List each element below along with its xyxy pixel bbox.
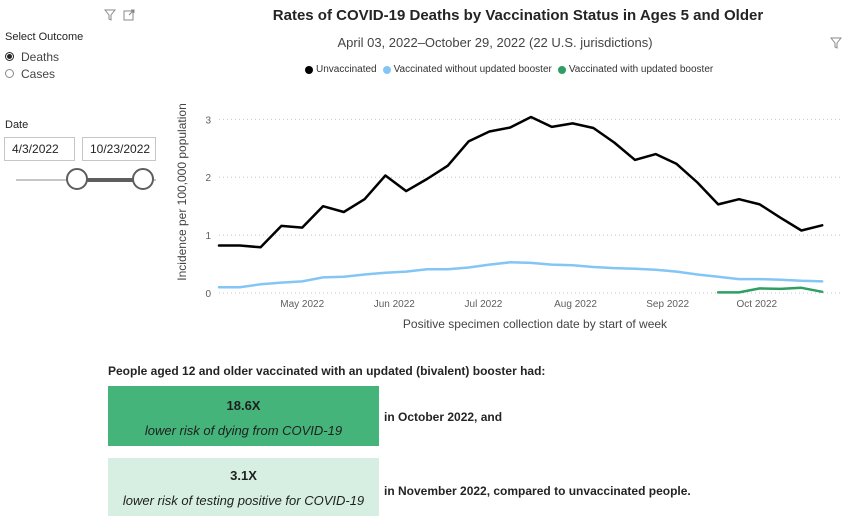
legend-item-vaccinated-booster[interactable]: Vaccinated with updated booster <box>557 64 714 75</box>
filter-icon[interactable] <box>830 37 842 49</box>
legend-label: Vaccinated without updated booster <box>393 64 552 75</box>
risk-card-caption: in October 2022, and <box>384 410 503 424</box>
y-tick-label: 1 <box>205 231 211 242</box>
risk-card-value: 18.6X <box>226 398 261 413</box>
chart-title: Rates of COVID-19 Deaths by Vaccination … <box>272 7 764 24</box>
y-axis-title: Incidence per 100,000 population <box>175 103 189 280</box>
y-tick-label: 2 <box>205 173 211 184</box>
x-tick-label: Oct 2022 <box>737 299 778 310</box>
gridlines <box>219 118 840 294</box>
risk-card-value: 3.1X <box>230 468 257 483</box>
x-tick-label: Jun 2022 <box>374 299 416 310</box>
date-start-input[interactable]: 4/3/2022 <box>4 137 75 161</box>
slider-start-handle[interactable] <box>66 168 88 190</box>
x-tick-label: Jul 2022 <box>465 299 503 310</box>
focus-mode-icon[interactable] <box>123 9 135 21</box>
date-range-slider[interactable] <box>16 166 158 196</box>
legend-label: Unvaccinated <box>316 64 377 75</box>
risk-card-caption: in November 2022, compared to unvaccinat… <box>384 484 691 498</box>
outcome-option-label: Deaths <box>21 49 60 64</box>
x-axis-title: Positive specimen collection date by sta… <box>403 317 668 331</box>
series-line-vaccinated-with-updated-booster[interactable] <box>716 286 824 294</box>
date-filter-label: Date <box>5 119 29 131</box>
outcome-radio-group: Deaths Cases <box>5 48 59 82</box>
chart-subtitle: April 03, 2022–October 29, 2022 (22 U.S.… <box>337 35 653 50</box>
risk-card-deaths: 18.6X lower risk of dying from COVID-19 <box>108 386 379 446</box>
legend-item-vaccinated-no-booster[interactable]: Vaccinated without updated booster <box>382 64 552 75</box>
legend-marker <box>382 65 391 74</box>
legend-item-unvaccinated[interactable]: Unvaccinated <box>305 64 377 75</box>
outcome-filter-label: Select Outcome <box>5 31 84 43</box>
radio-button[interactable] <box>5 69 14 78</box>
outcome-option-deaths[interactable]: Deaths <box>5 48 59 65</box>
series-line-unvaccinated[interactable] <box>217 115 824 249</box>
slider-range-fill <box>78 178 144 182</box>
outcome-option-cases[interactable]: Cases <box>5 65 59 82</box>
y-tick-label: 0 <box>205 289 211 300</box>
y-tick-label: 3 <box>205 115 211 126</box>
x-tick-label: Sep 2022 <box>646 299 689 310</box>
chart-legend: Unvaccinated Vaccinated without updated … <box>305 64 719 75</box>
legend-label: Vaccinated with updated booster <box>568 64 714 75</box>
line-chart: 0 1 2 3 May 2022 Jun 2022 Jul 2022 Aug 2022 Sep… <box>175 103 840 331</box>
slicer-header-icons <box>104 9 138 23</box>
series-lines <box>217 115 824 294</box>
x-tick-label: May 2022 <box>280 299 324 310</box>
outcome-option-label: Cases <box>21 66 56 81</box>
x-tick-label: Aug 2022 <box>554 299 597 310</box>
slider-end-handle[interactable] <box>132 168 154 190</box>
y-axis-ticks: 0 1 2 3 <box>205 115 211 300</box>
risk-card-cases: 3.1X lower risk of testing positive for … <box>108 458 379 516</box>
date-end-input[interactable]: 10/23/2022 <box>82 137 156 161</box>
x-axis-ticks: May 2022 Jun 2022 Jul 2022 Aug 2022 Sep 2022… <box>280 299 777 310</box>
radio-button-selected[interactable] <box>5 52 14 61</box>
risk-card-text: lower risk of dying from COVID-19 <box>144 423 343 438</box>
summary-heading: People aged 12 and older vaccinated with… <box>108 364 546 378</box>
filter-icon[interactable] <box>104 9 116 21</box>
legend-marker <box>305 65 313 74</box>
risk-card-text: lower risk of testing positive for COVID… <box>122 493 365 508</box>
legend-marker <box>557 65 566 74</box>
series-line-vaccinated-without-updated-booster[interactable] <box>217 261 824 289</box>
